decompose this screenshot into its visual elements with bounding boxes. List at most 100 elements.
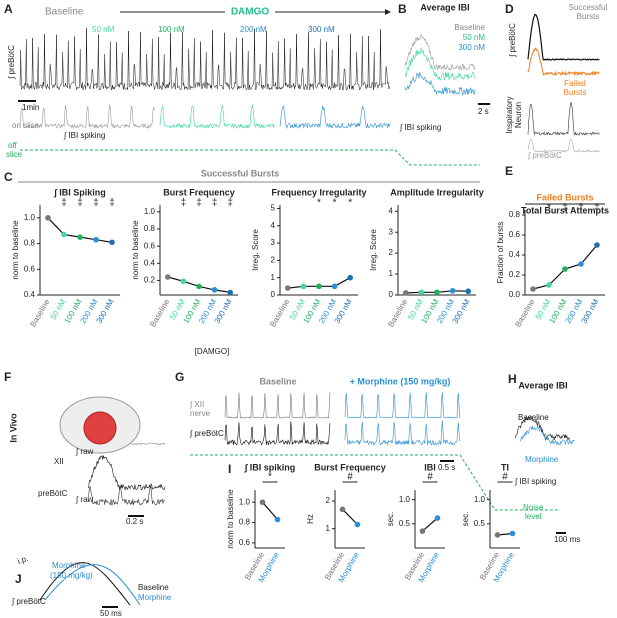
panel-letter: B bbox=[398, 2, 407, 16]
trace bbox=[404, 72, 476, 96]
y-tick-label: 0.0 bbox=[509, 290, 521, 299]
y-tick-label: 0.2 bbox=[144, 276, 156, 285]
scale-label: 1min bbox=[22, 103, 39, 112]
y-tick-label: 5 bbox=[271, 204, 276, 213]
trace bbox=[527, 13, 600, 61]
mean-point bbox=[530, 286, 536, 292]
y-tick-label: 3 bbox=[389, 227, 394, 236]
label: ∫ preBötC bbox=[189, 429, 224, 438]
label: Baseline bbox=[259, 376, 296, 386]
label: DAMGO bbox=[231, 7, 270, 18]
y-tick-label: 1.0 bbox=[144, 207, 156, 216]
y-tick-label: 0.5 bbox=[399, 519, 411, 528]
traces bbox=[18, 13, 600, 608]
label: Morphine bbox=[525, 455, 559, 464]
y-tick-label: 0.5 bbox=[474, 519, 486, 528]
trace bbox=[344, 420, 461, 446]
label: nerve bbox=[190, 409, 211, 418]
label: ∫ IBI spiking bbox=[514, 477, 556, 486]
trace bbox=[527, 102, 600, 136]
label: Failed bbox=[564, 79, 586, 88]
scale-label: 2 s bbox=[478, 107, 489, 116]
annotation: ‡ bbox=[196, 198, 202, 209]
trace bbox=[159, 104, 275, 129]
label: Bursts bbox=[577, 12, 600, 21]
legend: 300 nM bbox=[458, 43, 485, 52]
y-tick-label: 2 bbox=[389, 248, 394, 257]
annotation: ‡ bbox=[77, 198, 83, 209]
label: ∫ IBI spiking bbox=[63, 131, 105, 140]
scale-bar bbox=[478, 103, 490, 105]
mean-line bbox=[422, 517, 438, 532]
y-tick-label: 0.8 bbox=[509, 210, 521, 219]
y-tick-label: 0.8 bbox=[144, 224, 156, 233]
y-tick-label: 4 bbox=[389, 206, 394, 215]
chart-title: Frequency Irregularity bbox=[271, 187, 366, 197]
label: In Vivo bbox=[8, 413, 18, 443]
scale-bar bbox=[102, 606, 118, 608]
legend: 50 nM bbox=[463, 33, 486, 42]
annotation: * bbox=[317, 198, 321, 209]
chart-title: Amplitude Irregularity bbox=[390, 187, 484, 197]
panel-letter: D bbox=[505, 2, 514, 16]
trace bbox=[527, 47, 600, 77]
label: Noise bbox=[523, 503, 544, 512]
x-tick-label: Baseline bbox=[28, 297, 51, 329]
y-tick-label: 3 bbox=[271, 238, 276, 247]
scale-bar bbox=[556, 532, 566, 534]
x-tick-label: Baseline bbox=[513, 297, 536, 329]
annotation: ‡ bbox=[227, 198, 233, 209]
panel-letter: H bbox=[508, 372, 517, 386]
y-tick-label: 1 bbox=[389, 269, 394, 278]
axis-label: sec. bbox=[461, 512, 470, 527]
panel-letter: E bbox=[505, 164, 513, 178]
scale-bar bbox=[18, 100, 36, 102]
y-tick-label: 0.6 bbox=[24, 264, 36, 273]
axis-label: Inspiratory bbox=[505, 96, 514, 133]
trace bbox=[404, 47, 476, 81]
trace bbox=[279, 105, 391, 129]
label: 100 nM bbox=[158, 25, 185, 34]
axis-label: [DAMGO] bbox=[195, 347, 230, 356]
mean-point bbox=[300, 283, 307, 290]
x-tick-label: Baseline bbox=[386, 297, 409, 329]
mean-point bbox=[109, 239, 115, 246]
annotation: # bbox=[502, 472, 508, 483]
trace bbox=[44, 564, 141, 606]
mean-point bbox=[494, 532, 501, 538]
annotation: * bbox=[333, 198, 337, 209]
mean-point bbox=[274, 516, 281, 523]
axis-label: norm to baseline bbox=[226, 489, 235, 549]
label: (150 mg/kg) bbox=[50, 571, 93, 580]
annotation: # bbox=[427, 472, 433, 483]
diagram bbox=[83, 411, 117, 445]
axis-label: Irreg. Score bbox=[369, 229, 378, 271]
annotation: ‡ bbox=[594, 203, 600, 214]
label: Average IBI bbox=[518, 380, 567, 390]
label: preBötC bbox=[38, 489, 68, 498]
label: ∫ XII bbox=[189, 400, 204, 409]
trace bbox=[224, 421, 331, 446]
trace bbox=[514, 415, 570, 441]
mean-point bbox=[578, 261, 584, 267]
guide bbox=[20, 149, 480, 166]
y-tick-label: 0.4 bbox=[24, 290, 36, 299]
annotation: † bbox=[578, 203, 584, 214]
y-tick-label: 0.6 bbox=[239, 538, 251, 547]
trace bbox=[404, 34, 476, 71]
annotation: * bbox=[547, 203, 551, 214]
label: off bbox=[8, 141, 18, 150]
trace bbox=[19, 27, 390, 91]
mean-point bbox=[285, 285, 291, 291]
legend: Morphine bbox=[138, 593, 172, 602]
trace bbox=[87, 455, 166, 491]
chart-title: TI bbox=[501, 462, 509, 472]
scale-bar bbox=[128, 515, 144, 517]
chart-subtitle: Total Burst Attempts bbox=[521, 205, 609, 215]
chart-title: Burst Frequency bbox=[314, 462, 386, 472]
annotation: * bbox=[348, 198, 352, 209]
mean-line bbox=[262, 501, 278, 520]
section-title: Successful Bursts bbox=[201, 168, 280, 178]
chart-title: Failed Bursts bbox=[536, 192, 593, 202]
